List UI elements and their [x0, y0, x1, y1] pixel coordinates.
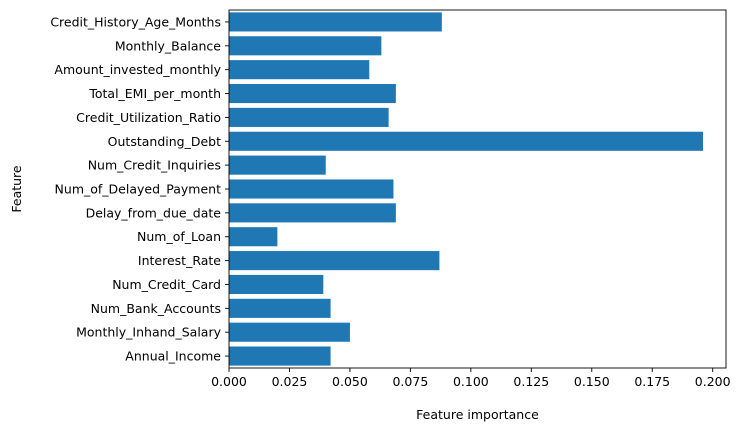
- bar-delay-from-due-date: [229, 203, 396, 223]
- y-tick-label: Num_Credit_Card: [112, 277, 221, 292]
- bar-num-credit-inquiries: [229, 155, 326, 175]
- bar-amount-invested-monthly: [229, 60, 370, 80]
- x-tick-label: 0.125: [513, 374, 549, 389]
- y-tick-label: Num_of_Delayed_Payment: [55, 182, 222, 197]
- y-tick-label: Annual_Income: [125, 349, 221, 364]
- bar-monthly-inhand-salary: [229, 322, 350, 342]
- x-tick-label: 0.025: [272, 374, 308, 389]
- bar-num-credit-card: [229, 274, 324, 295]
- bar-total-emi-per-month: [229, 83, 396, 104]
- x-tick-label: 0.200: [695, 374, 731, 389]
- y-tick-label: Delay_from_due_date: [86, 205, 222, 220]
- x-axis-label: Feature importance: [416, 407, 539, 422]
- y-tick-label: Interest_Rate: [138, 253, 221, 268]
- bar-credit-history-age-months: [229, 12, 442, 32]
- bar-num-of-delayed-payment: [229, 179, 394, 199]
- y-tick-label: Outstanding_Debt: [108, 134, 221, 149]
- bar-interest-rate: [229, 251, 440, 271]
- y-tick-label: Monthly_Balance: [115, 38, 221, 53]
- y-tick-label: Credit_History_Age_Months: [50, 14, 221, 29]
- x-tick-label: 0.050: [332, 374, 368, 389]
- bar-monthly-balance: [229, 36, 382, 56]
- bar-num-bank-accounts: [229, 298, 331, 318]
- y-tick-label: Monthly_Inhand_Salary: [76, 325, 221, 340]
- y-tick-label: Num_Credit_Inquiries: [88, 158, 221, 173]
- y-axis-ticks: Annual_Income Monthly_Inhand_Salary Num_Ba…: [50, 14, 229, 364]
- y-tick-label: Num_of_Loan: [137, 229, 221, 244]
- x-axis-ticks: 0.000 0.025 0.050 0.075 0.100 0.125 0.150 0.175…: [211, 368, 731, 389]
- x-tick-label: 0.000: [211, 374, 247, 389]
- x-tick-label: 0.100: [453, 374, 489, 389]
- y-tick-label: Amount_invested_monthly: [54, 62, 221, 77]
- y-tick-label: Num_Bank_Accounts: [91, 301, 221, 316]
- y-tick-label: Credit_Utilization_Ratio: [76, 110, 221, 125]
- x-tick-label: 0.175: [634, 374, 670, 389]
- y-tick-label: Total_EMI_per_month: [88, 86, 221, 101]
- bar-outstanding-debt: [229, 131, 704, 151]
- bar-annual-income: [229, 346, 331, 366]
- x-tick-label: 0.075: [392, 374, 428, 389]
- x-tick-label: 0.150: [574, 374, 610, 389]
- y-axis-label: Feature: [9, 165, 24, 213]
- bar-num-of-loan: [229, 227, 278, 247]
- bars-group: [229, 12, 704, 366]
- bar-credit-utilization-ratio: [229, 107, 389, 127]
